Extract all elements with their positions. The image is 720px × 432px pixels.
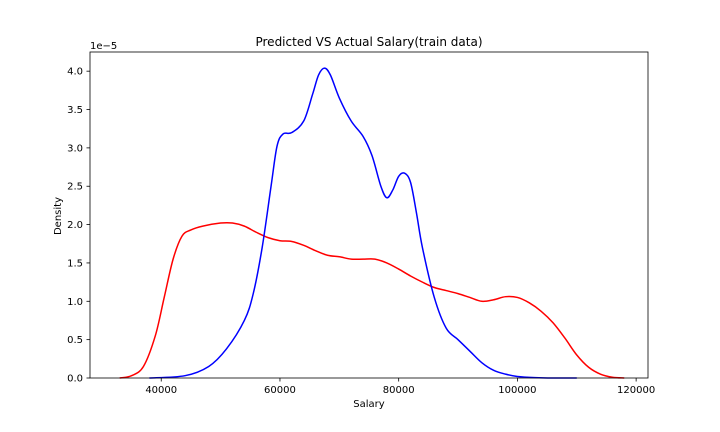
y-tick-label: 2.0 (67, 220, 83, 231)
y-tick-label: 0.0 (67, 374, 83, 385)
x-axis-label: Salary (353, 399, 384, 410)
y-tick-label: 4.0 (67, 67, 83, 78)
y-tick-label: 3.0 (67, 143, 83, 154)
y-tick-label: 3.5 (67, 105, 83, 116)
chart-title: Predicted VS Actual Salary(train data) (255, 35, 482, 49)
x-tick-label: 60000 (264, 385, 296, 396)
y-axis-ticks: 0.0 0.5 1.0 1.5 2.0 2.5 3.0 3.5 4.0 (67, 67, 90, 385)
y-offset-label: 1e−5 (90, 41, 117, 52)
x-tick-label: 40000 (145, 385, 177, 396)
y-tick-label: 2.5 (67, 182, 83, 193)
x-tick-label: 80000 (383, 385, 415, 396)
plot-lines (119, 67, 625, 379)
y-axis-label: Density (53, 197, 64, 235)
y-tick-label: 0.5 (67, 335, 83, 346)
y-tick-label: 1.5 (67, 258, 83, 269)
y-tick-label: 1.0 (67, 297, 83, 308)
x-axis-ticks: 40000 60000 80000 100000 120000 (145, 378, 655, 396)
x-tick-label: 120000 (617, 385, 655, 396)
x-tick-label: 100000 (498, 385, 536, 396)
plot-frame (89, 51, 649, 379)
series-line-1 (119, 221, 625, 379)
series-line-2 (149, 67, 577, 379)
